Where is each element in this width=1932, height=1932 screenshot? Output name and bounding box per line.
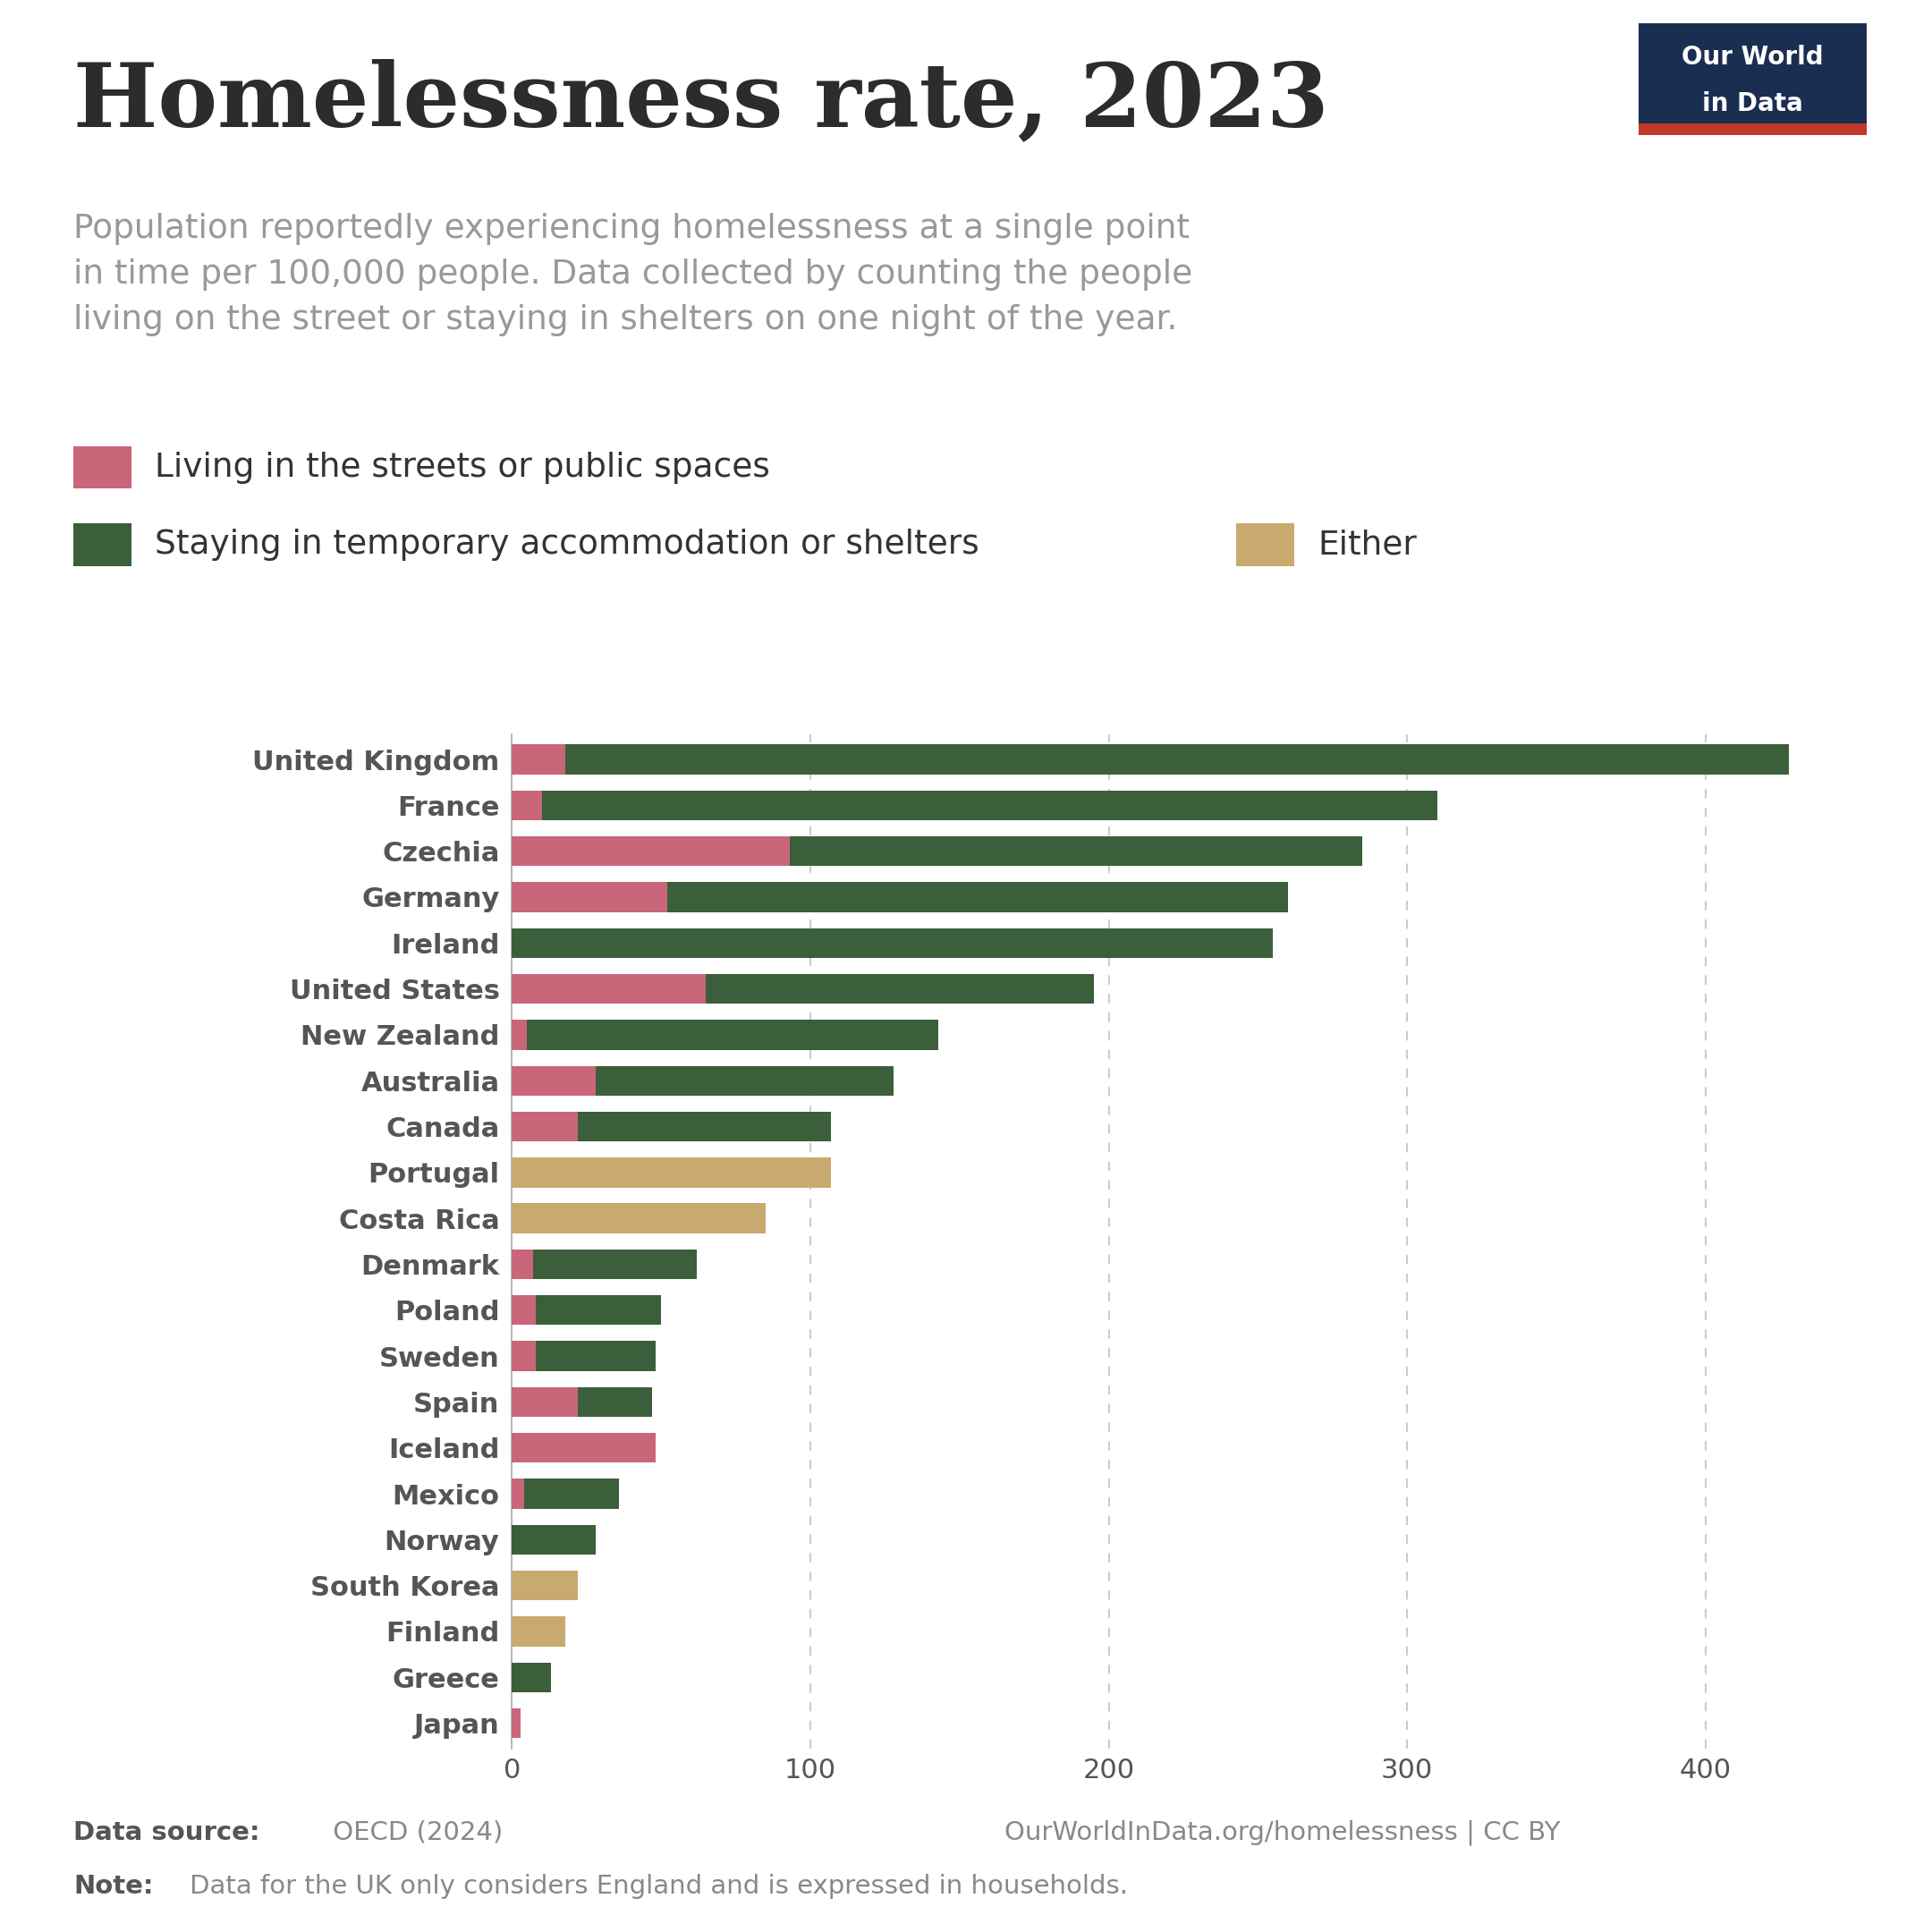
Bar — [512, 1066, 595, 1095]
Bar — [667, 883, 1289, 912]
Bar — [533, 1250, 697, 1279]
Bar — [790, 837, 1362, 866]
Text: Homelessness rate, 2023: Homelessness rate, 2023 — [73, 58, 1329, 145]
Text: in Data: in Data — [1702, 91, 1803, 116]
Bar — [535, 1341, 655, 1372]
Bar — [512, 1250, 533, 1279]
Bar — [512, 837, 790, 866]
Bar — [512, 1434, 655, 1463]
Text: Data for the UK only considers England and is expressed in households.: Data for the UK only considers England a… — [189, 1874, 1128, 1899]
Bar — [541, 790, 1437, 821]
Bar — [705, 974, 1094, 1005]
Bar — [535, 1294, 661, 1325]
Bar — [512, 1341, 535, 1372]
Text: Data source:: Data source: — [73, 1820, 261, 1845]
Text: Living in the streets or public spaces: Living in the streets or public spaces — [155, 452, 769, 483]
Bar — [512, 927, 1273, 958]
Text: Population reportedly experiencing homelessness at a single point
in time per 10: Population reportedly experiencing homel… — [73, 213, 1192, 336]
Bar — [578, 1111, 831, 1142]
Text: Note:: Note: — [73, 1874, 153, 1899]
Bar — [512, 1294, 535, 1325]
Bar — [512, 883, 667, 912]
Bar — [527, 1020, 939, 1049]
Text: Staying in temporary accommodation or shelters: Staying in temporary accommodation or sh… — [155, 529, 980, 560]
Bar — [512, 974, 705, 1005]
Text: OurWorldInData.org/homelessness | CC BY: OurWorldInData.org/homelessness | CC BY — [1005, 1820, 1561, 1845]
Bar — [512, 1387, 578, 1416]
Bar — [524, 1478, 620, 1509]
Text: Our World: Our World — [1681, 44, 1824, 70]
Bar — [512, 1571, 578, 1600]
Bar — [512, 1020, 527, 1049]
Text: OECD (2024): OECD (2024) — [325, 1820, 502, 1845]
Bar — [512, 1204, 765, 1233]
Bar — [595, 1066, 895, 1095]
Bar — [578, 1387, 653, 1416]
Text: Either: Either — [1318, 529, 1416, 560]
Bar — [566, 744, 1789, 775]
Bar — [512, 790, 541, 821]
Bar — [512, 1157, 831, 1188]
Bar — [512, 1111, 578, 1142]
Bar — [512, 1617, 566, 1646]
Bar — [512, 1478, 524, 1509]
Bar — [512, 1524, 595, 1555]
Bar — [512, 1708, 522, 1739]
Bar — [512, 1662, 551, 1692]
Bar — [512, 744, 566, 775]
